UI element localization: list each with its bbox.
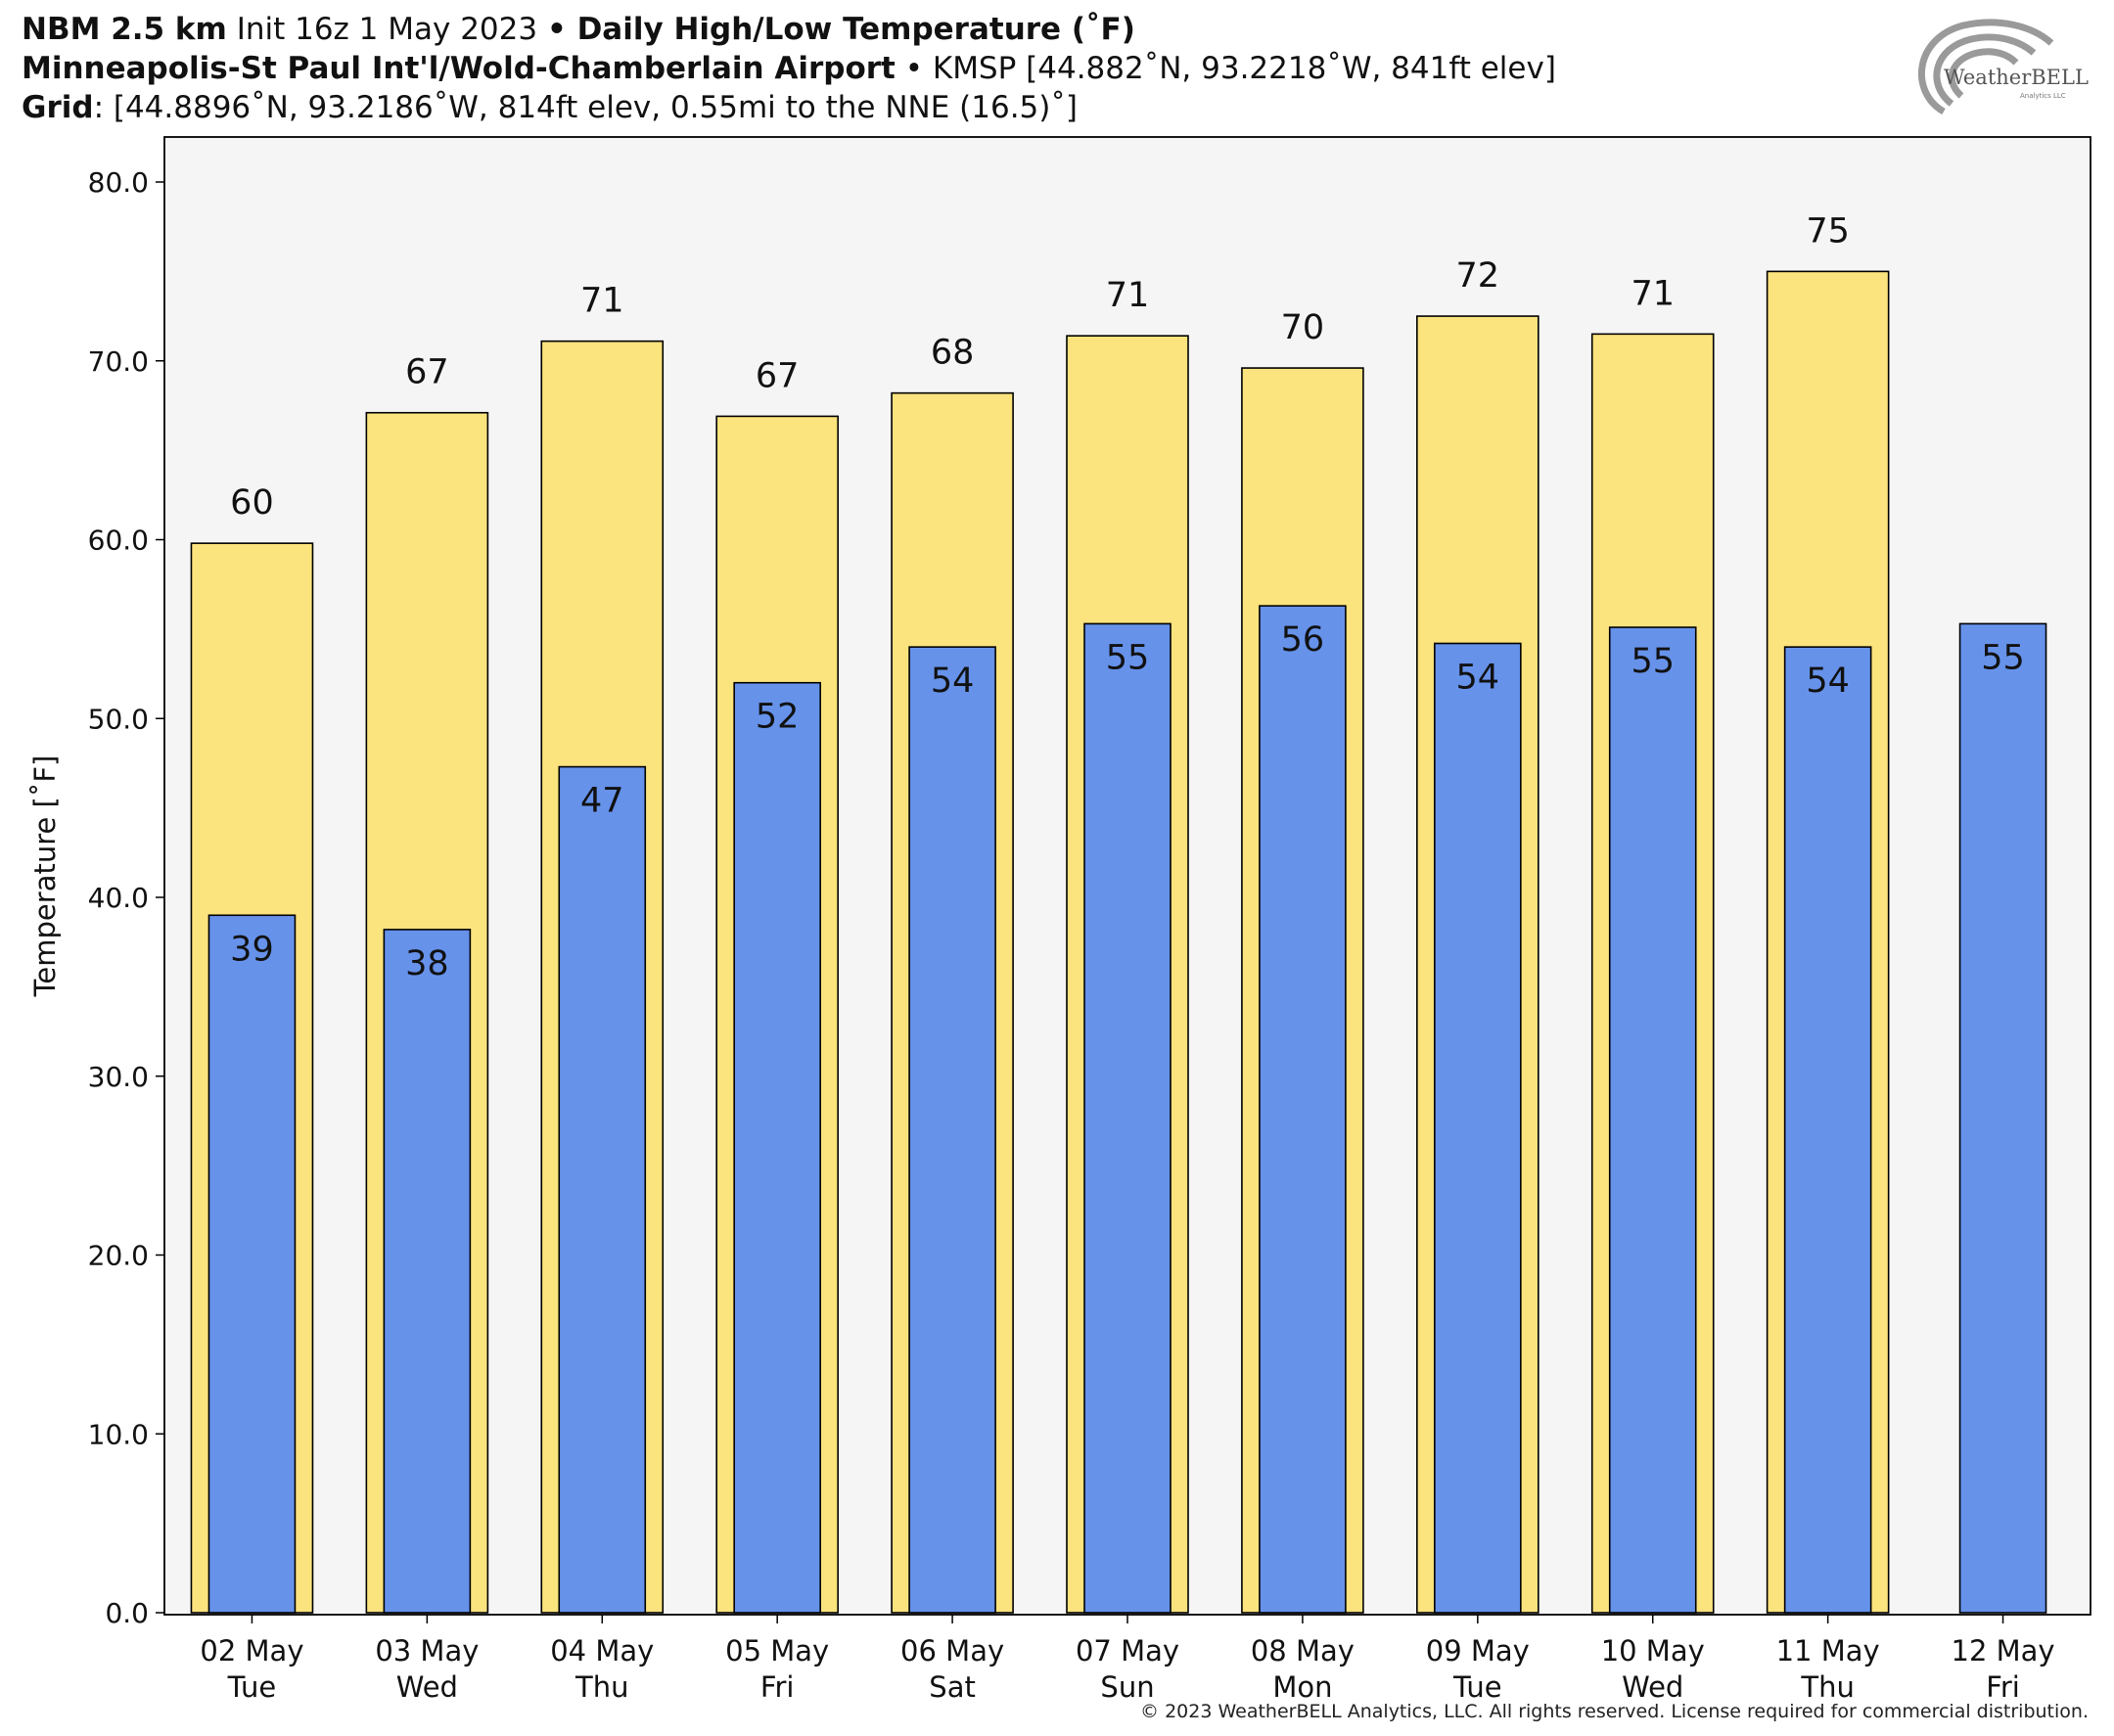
grid-info: : [44.8896˚N, 93.2186˚W, 814ft elev, 0.5… <box>93 90 1078 125</box>
y-tick-label: 80.0 <box>88 166 149 199</box>
y-tick-label: 0.0 <box>105 1597 149 1629</box>
header-line-3: Grid: [44.8896˚N, 93.2186˚W, 814ft elev,… <box>22 88 1556 127</box>
x-tick-date: 07 May <box>1076 1634 1179 1667</box>
low-bar <box>1608 626 1697 1614</box>
init-time: Init 16z 1 May 2023 <box>226 12 547 47</box>
low-value-label: 38 <box>405 944 449 983</box>
low-bar <box>1434 642 1522 1614</box>
low-value-label: 52 <box>756 698 800 737</box>
header-line-2: Minneapolis-St Paul Int'l/Wold-Chamberla… <box>22 49 1556 88</box>
logo-subtext: Analytics LLC <box>2020 92 2066 100</box>
low-bar <box>1259 605 1347 1614</box>
low-value-label: 39 <box>230 930 274 969</box>
x-tick-date: 10 May <box>1601 1634 1705 1667</box>
copyright-footer: © 2023 WeatherBELL Analytics, LLC. All r… <box>1140 1701 2089 1722</box>
high-value-label: 75 <box>1806 211 1850 251</box>
low-bar <box>558 765 647 1614</box>
separator: • <box>546 12 577 47</box>
x-tick-date: 09 May <box>1426 1634 1530 1667</box>
x-tick-day: Thu <box>574 1670 628 1704</box>
low-value-label: 55 <box>1106 638 1150 677</box>
y-tick-label: 30.0 <box>88 1061 149 1093</box>
y-axis-label: Temperature [˚F] <box>28 755 62 998</box>
low-value-label: 54 <box>1806 662 1850 701</box>
low-bar <box>207 914 297 1614</box>
low-value-label: 47 <box>580 782 624 821</box>
x-tick-date: 11 May <box>1776 1634 1880 1667</box>
low-bar <box>1083 622 1172 1614</box>
low-bar <box>908 646 996 1614</box>
product-title: Daily High/Low Temperature (˚F) <box>576 12 1135 47</box>
low-value-label: 54 <box>931 662 975 701</box>
low-bar <box>733 681 821 1614</box>
station-name: Minneapolis-St Paul Int'l/Wold-Chamberla… <box>22 51 896 86</box>
x-tick-day: Tue <box>227 1670 277 1704</box>
high-value-label: 71 <box>1631 274 1675 313</box>
x-tick-day: Fri <box>1986 1670 2020 1704</box>
x-tick-day: Mon <box>1272 1670 1332 1704</box>
high-value-label: 71 <box>1106 276 1150 315</box>
x-tick-date: 04 May <box>550 1634 654 1667</box>
grid-label: Grid <box>22 90 94 125</box>
plot-frame <box>163 136 2091 1616</box>
x-tick-date: 03 May <box>375 1634 479 1667</box>
x-tick-day: Wed <box>1622 1670 1683 1704</box>
low-value-label: 55 <box>1631 642 1675 681</box>
y-tick-label: 50.0 <box>88 703 149 735</box>
x-tick-date: 08 May <box>1251 1634 1355 1667</box>
station-info: KMSP [44.882˚N, 93.2218˚W, 841ft elev] <box>932 51 1556 86</box>
low-value-label: 56 <box>1281 620 1325 660</box>
x-tick-date: 05 May <box>725 1634 829 1667</box>
low-bar <box>383 929 472 1614</box>
x-tick-day: Wed <box>396 1670 458 1704</box>
header-line-1: NBM 2.5 km Init 16z 1 May 2023 • Daily H… <box>22 10 1556 49</box>
high-value-label: 67 <box>756 356 800 395</box>
low-value-label: 54 <box>1456 658 1500 697</box>
low-bar <box>1783 646 1872 1614</box>
low-value-label: 55 <box>1981 638 2025 677</box>
high-value-label: 67 <box>405 353 449 392</box>
swirl-icon <box>1918 19 2054 115</box>
y-tick-label: 10.0 <box>88 1418 149 1450</box>
high-value-label: 68 <box>931 334 975 373</box>
y-tick-label: 20.0 <box>88 1240 149 1272</box>
x-tick-day: Tue <box>1452 1670 1502 1704</box>
chart-header: NBM 2.5 km Init 16z 1 May 2023 • Daily H… <box>22 10 1556 127</box>
x-tick-date: 06 May <box>900 1634 1004 1667</box>
logo-text: WeatherBELL <box>1944 66 2089 89</box>
high-value-label: 72 <box>1456 256 1500 296</box>
high-value-label: 71 <box>580 282 624 321</box>
weatherbell-logo: WeatherBELL Analytics LLC <box>1918 19 2089 115</box>
high-value-label: 70 <box>1281 308 1325 347</box>
x-tick-day: Thu <box>1800 1670 1854 1704</box>
y-tick-label: 60.0 <box>88 525 149 557</box>
x-tick-day: Sun <box>1100 1670 1154 1704</box>
separator: • <box>895 51 933 86</box>
x-tick-date: 12 May <box>1952 1634 2055 1667</box>
model-name: NBM 2.5 km <box>22 12 227 47</box>
y-tick-label: 40.0 <box>88 882 149 914</box>
high-value-label: 60 <box>230 483 274 523</box>
x-tick-date: 02 May <box>200 1634 303 1667</box>
y-tick-label: 70.0 <box>88 345 149 378</box>
x-tick-day: Fri <box>760 1670 795 1704</box>
x-tick-day: Sat <box>929 1670 976 1704</box>
low-bar <box>1958 622 2047 1614</box>
